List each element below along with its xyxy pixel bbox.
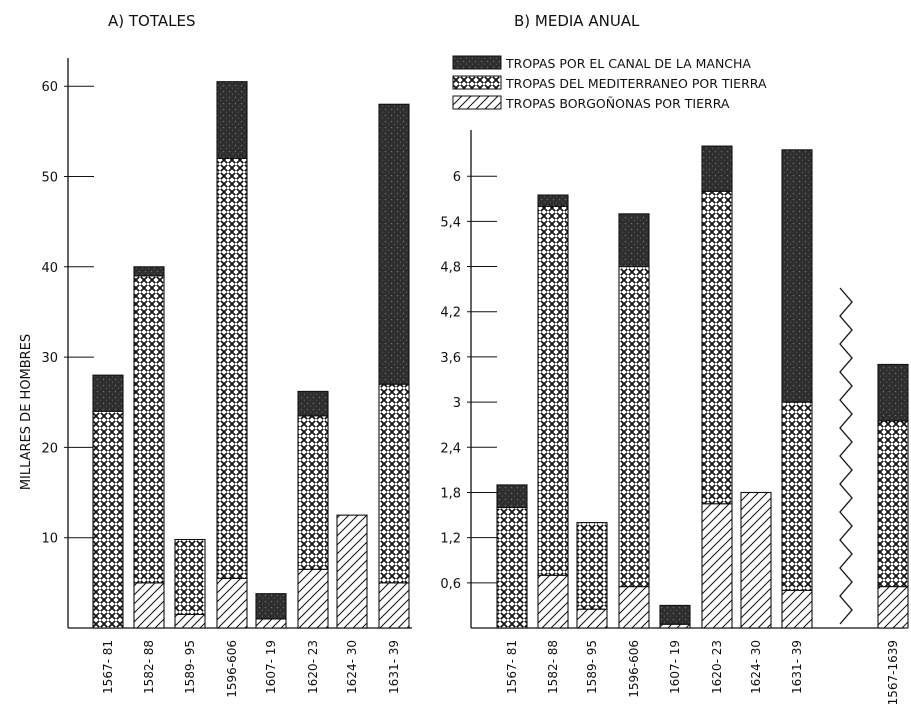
y-tick-label: 40	[41, 261, 58, 276]
bar-mediterraneo-3	[216, 157, 248, 579]
bar-borgononas-7	[378, 582, 410, 629]
x-tick-label: 1567-1639	[886, 640, 900, 705]
x-tick-label: 1567- 81	[505, 640, 519, 694]
y-tick-label: 4,2	[440, 306, 461, 321]
y-tick-label: 20	[41, 441, 58, 456]
y-tick-label: 4,8	[440, 261, 461, 276]
x-tick-label: 1631- 39	[387, 640, 401, 694]
bar-mediterraneo-3	[618, 266, 650, 588]
y-tick-label: 50	[41, 171, 58, 186]
bar-canal-8	[877, 363, 909, 422]
y-tick-label: 3,6	[440, 351, 461, 366]
bar-borgononas-5	[701, 503, 733, 629]
y-tick-label: 1,8	[440, 486, 461, 501]
x-tick-label: 1596-606	[627, 640, 641, 698]
bar-canal-5	[297, 390, 329, 417]
bar-mediterraneo-8	[877, 420, 909, 588]
y-tick-label: 60	[41, 80, 58, 95]
bar-mediterraneo-1	[133, 275, 165, 584]
bar-canal-4	[659, 604, 691, 625]
bar-mediterraneo-2	[174, 538, 206, 616]
bar-mediterraneo-1	[537, 205, 569, 576]
bar-canal-1	[133, 266, 165, 277]
x-tick-label: 1620- 23	[306, 640, 320, 694]
bar-borgononas-5	[297, 568, 329, 629]
y-tick-label: 30	[41, 351, 58, 366]
legend-label-canal: TROPAS POR EL CANAL DE LA MANCHA	[505, 56, 751, 71]
x-tick-label: 1624- 30	[345, 640, 359, 694]
x-tick-label: 1589- 95	[585, 640, 599, 694]
bar-mediterraneo-0	[92, 410, 124, 629]
y-tick-label: 2,4	[440, 441, 461, 456]
x-tick-label: 1620- 23	[710, 640, 724, 694]
chart-b-title: B) MEDIA ANUAL	[514, 12, 640, 30]
bar-canal-7	[781, 149, 813, 403]
x-tick-label: 1624- 30	[749, 640, 763, 694]
y-tick-label: 6	[453, 170, 461, 185]
x-tick-label: 1589- 95	[183, 640, 197, 694]
x-tick-label: 1596-606	[225, 640, 239, 698]
chart-b-plot: 0,6 1,2 1,8 2,4 3 3,6 4,2 4,8 5,4 6 1567- 81 1582- …	[440, 130, 909, 705]
legend-label-borgononas: TROPAS BORGOÑONAS POR TIERRA	[505, 96, 730, 111]
chart-a-title: A) TOTALES	[108, 12, 195, 30]
y-tick-label: 3	[453, 396, 461, 411]
bar-mediterraneo-7	[781, 401, 813, 591]
legend-swatch-crosshatch	[452, 75, 502, 90]
bar-borgononas-6	[336, 514, 368, 629]
x-tick-label: 1582- 88	[142, 640, 156, 694]
bar-canal-3	[618, 213, 650, 268]
y-tick-label: 1,2	[440, 532, 461, 547]
bar-canal-7	[378, 103, 410, 385]
bar-borgononas-1	[537, 574, 569, 629]
bar-mediterraneo-5	[297, 415, 329, 570]
x-tick-label: 1607- 19	[264, 640, 278, 694]
bar-mediterraneo-2	[576, 522, 608, 610]
bar-borgononas-4	[659, 623, 691, 629]
x-tick-label: 1582- 88	[546, 640, 560, 694]
x-tick-label: 1567- 81	[101, 640, 115, 694]
chart-a-ylabel: MILLARES DE HOMBRES	[19, 334, 34, 490]
bar-canal-0	[496, 484, 528, 509]
x-tick-label: 1607- 19	[668, 640, 682, 694]
bar-borgononas-8	[877, 586, 909, 629]
bar-mediterraneo-0	[496, 506, 528, 629]
legend-label-mediterraneo: TROPAS DEL MEDITERRANEO POR TIERRA	[505, 76, 767, 91]
bar-borgononas-4	[255, 618, 287, 629]
bar-canal-4	[255, 593, 287, 620]
y-tick-label: 5,4	[440, 215, 461, 230]
y-tick-label: 0,6	[440, 577, 461, 592]
legend: TROPAS POR EL CANAL DE LA MANCHA TROPAS …	[452, 55, 767, 111]
bar-borgononas-2	[576, 608, 608, 629]
legend-item-mediterraneo: TROPAS DEL MEDITERRANEO POR TIERRA	[452, 75, 767, 91]
legend-swatch-dark	[452, 55, 502, 70]
bar-canal-5	[701, 145, 733, 192]
legend-item-borgononas: TROPAS BORGOÑONAS POR TIERRA	[452, 95, 730, 111]
bar-mediterraneo-7	[378, 383, 410, 584]
x-tick-label: 1631- 39	[790, 640, 804, 694]
bar-canal-3	[216, 81, 248, 159]
bar-canal-0	[92, 374, 124, 412]
legend-item-canal: TROPAS POR EL CANAL DE LA MANCHA	[452, 55, 751, 71]
bar-borgononas-2	[174, 613, 206, 629]
bar-borgononas-6	[740, 491, 772, 629]
bar-borgononas-3	[216, 577, 248, 629]
axis-break-marker	[839, 287, 853, 625]
chart-a-plot: 10 20 30 40 50 60 1567- 81 1582- 88 1589- 95 1596…	[41, 58, 412, 698]
legend-swatch-diagonal	[452, 95, 502, 110]
bar-borgononas-7	[781, 589, 813, 629]
bar-borgononas-3	[618, 586, 650, 629]
bar-canal-1	[537, 194, 569, 207]
bar-mediterraneo-5	[701, 190, 733, 505]
y-tick-label: 10	[41, 532, 58, 547]
bar-borgononas-1	[133, 582, 165, 629]
